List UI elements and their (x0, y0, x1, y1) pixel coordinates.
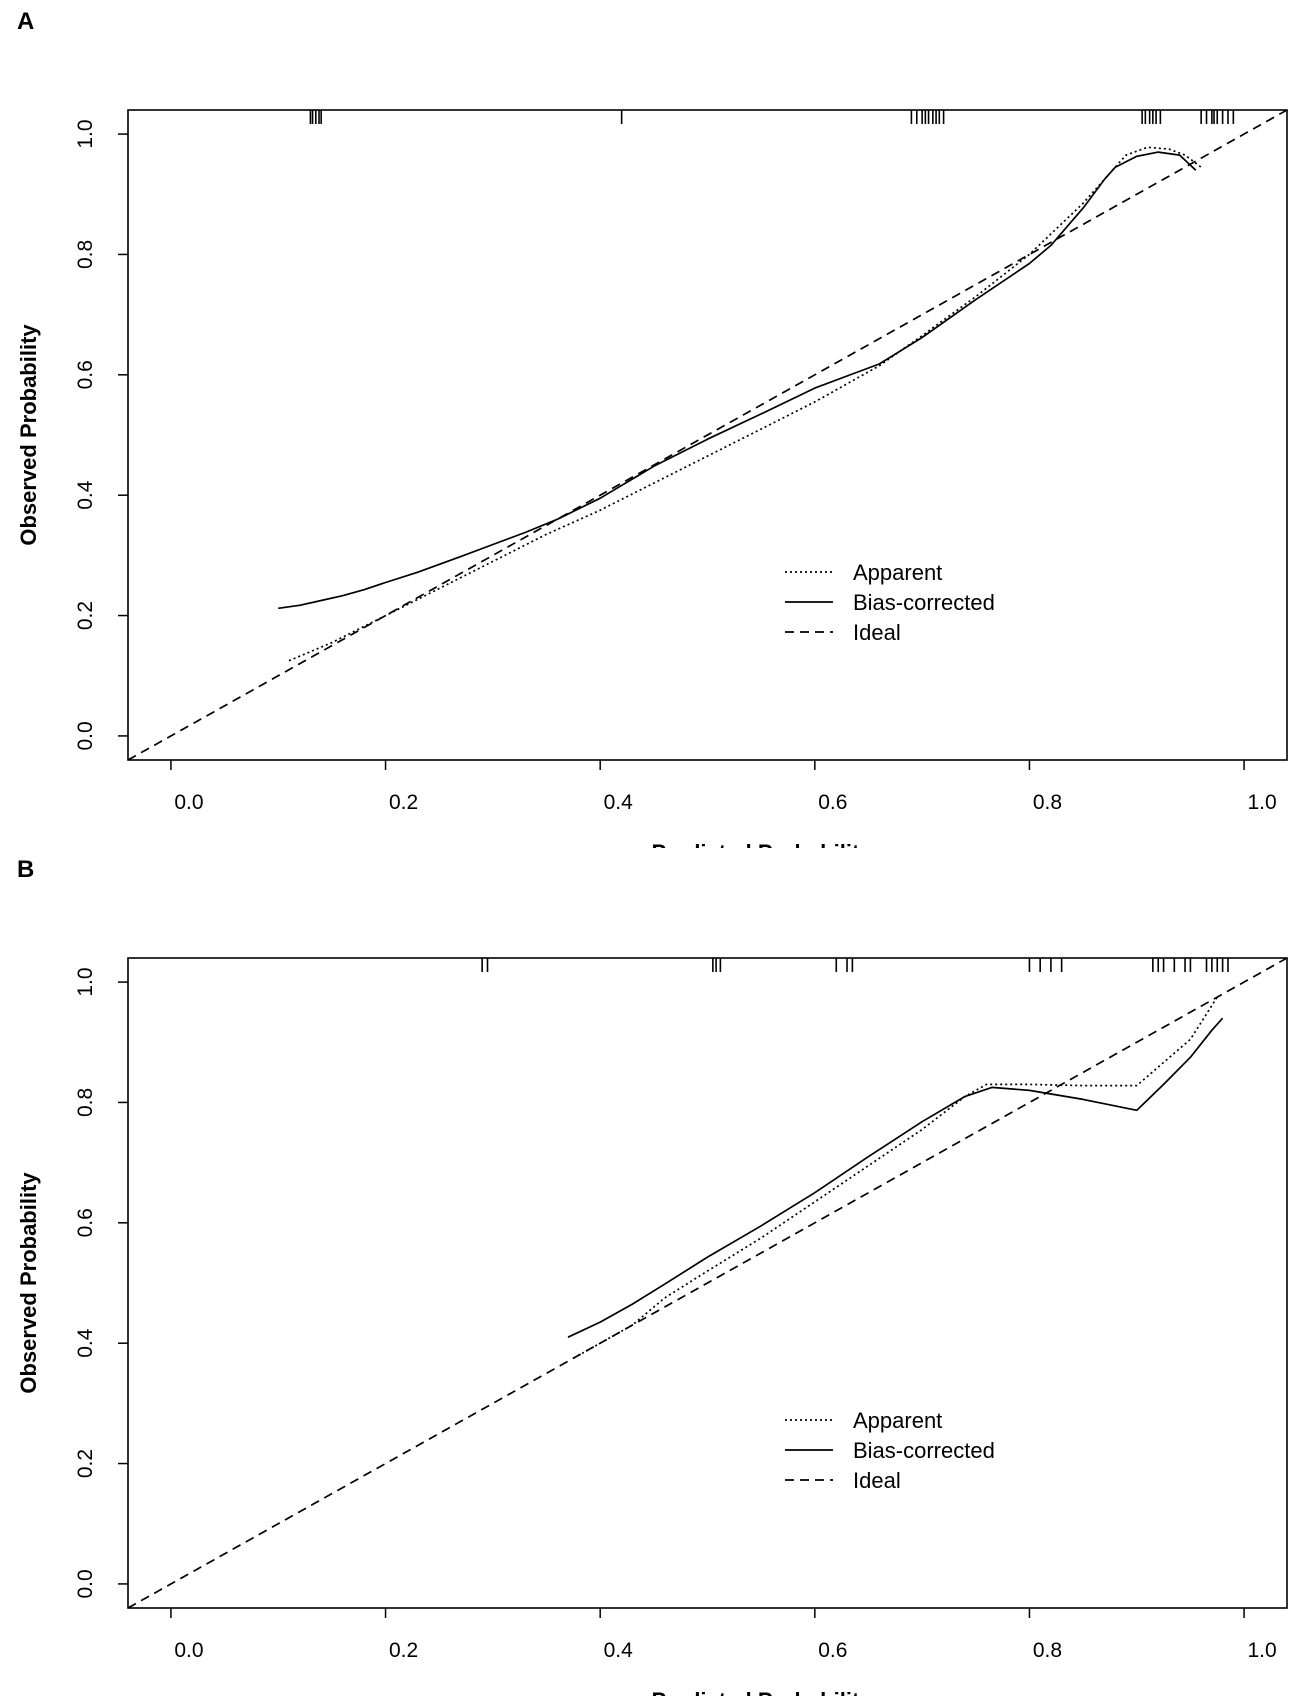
y-tick-label: 0.6 (74, 1208, 97, 1237)
x-tick-label: 0.0 (174, 1639, 203, 1662)
legend-label: Apparent (853, 560, 942, 585)
rug-ticks (481, 958, 1229, 972)
y-axis-title: Observed Probability (16, 1172, 41, 1394)
calibration-chart-a: 0.0 0.2 0.4 0.6 0.8 1.0 0.0 0.2 0.4 0.6 0.8 1.0 Pred… (16, 109, 1288, 848)
x-axis: 0.0 0.2 0.4 0.6 0.8 1.0 (170, 1608, 1277, 1662)
x-tick-label: 0.8 (1033, 791, 1062, 814)
y-axis: 0.0 0.2 0.4 0.6 0.8 1.0 (74, 967, 128, 1599)
series-line-apparent (288, 146, 1202, 662)
x-axis-title: Predicted Probability (651, 840, 872, 848)
y-tick-label: 0.0 (74, 721, 97, 750)
series-line-ideal (128, 110, 1287, 760)
y-tick-label: 1.0 (74, 967, 97, 996)
x-tick-label: 0.6 (818, 1639, 847, 1662)
x-tick-label: 0.2 (389, 1639, 418, 1662)
x-axis: 0.0 0.2 0.4 0.6 0.8 1.0 (170, 760, 1277, 814)
legend-label: Bias-corrected (853, 1438, 995, 1463)
rug-ticks (309, 110, 1235, 124)
calibration-plot-b: B 0.0 0.2 0.4 0.6 0.8 1.0 0.0 0.2 0.4 0.6 0.8 1.0 Pr… (0, 848, 1299, 1696)
x-axis-title: Predicted Probability (651, 1688, 872, 1696)
x-tick-label: 0.2 (389, 791, 418, 814)
series-lines (128, 958, 1287, 1608)
panel-label-b: B (17, 856, 35, 883)
y-tick-label: 0.8 (74, 1088, 97, 1117)
legend-label: Bias-corrected (853, 590, 995, 615)
series-lines (128, 110, 1287, 760)
y-tick-label: 0.4 (74, 1328, 97, 1358)
legend-label: Apparent (853, 1408, 942, 1433)
series-line-ideal (128, 958, 1287, 1608)
series-line-bias-corrected (278, 151, 1197, 610)
y-tick-label: 0.2 (74, 1449, 97, 1478)
x-tick-label: 0.8 (1033, 1639, 1062, 1662)
y-tick-label: 0.6 (74, 360, 97, 389)
y-tick-label: 0.0 (74, 1569, 97, 1598)
legend-label: Ideal (853, 620, 901, 645)
y-tick-label: 1.0 (74, 119, 97, 148)
calibration-plot-a: A 0.0 0.2 0.4 0.6 0.8 1.0 0.0 0.2 0.4 0.6 0.8 1.0 Pr… (16, 8, 1288, 848)
x-tick-label: 1.0 (1247, 1639, 1276, 1662)
y-axis-title: Observed Probability (16, 324, 41, 546)
series-line-bias-corrected (567, 1017, 1224, 1338)
x-tick-label: 1.0 (1247, 791, 1276, 814)
x-tick-label: 0.0 (174, 791, 203, 814)
legend-label: Ideal (853, 1468, 901, 1493)
plot-frame (127, 109, 1288, 761)
series-line-apparent (572, 996, 1218, 1359)
y-axis: 0.0 0.2 0.4 0.6 0.8 1.0 (74, 119, 128, 751)
x-tick-label: 0.4 (604, 791, 634, 814)
y-tick-label: 0.2 (74, 601, 97, 630)
x-tick-label: 0.4 (604, 1639, 634, 1662)
plot-frame (127, 957, 1288, 1609)
y-tick-label: 0.8 (74, 240, 97, 269)
legend: Apparent Bias-corrected Ideal (785, 1408, 995, 1493)
legend: Apparent Bias-corrected Ideal (785, 560, 995, 645)
calibration-chart-b: 0.0 0.2 0.4 0.6 0.8 1.0 0.0 0.2 0.4 0.6 0.8 1.0 Pred… (16, 957, 1288, 1696)
panel-label-a: A (17, 8, 35, 35)
x-tick-label: 0.6 (818, 791, 847, 814)
y-tick-label: 0.4 (74, 480, 97, 510)
